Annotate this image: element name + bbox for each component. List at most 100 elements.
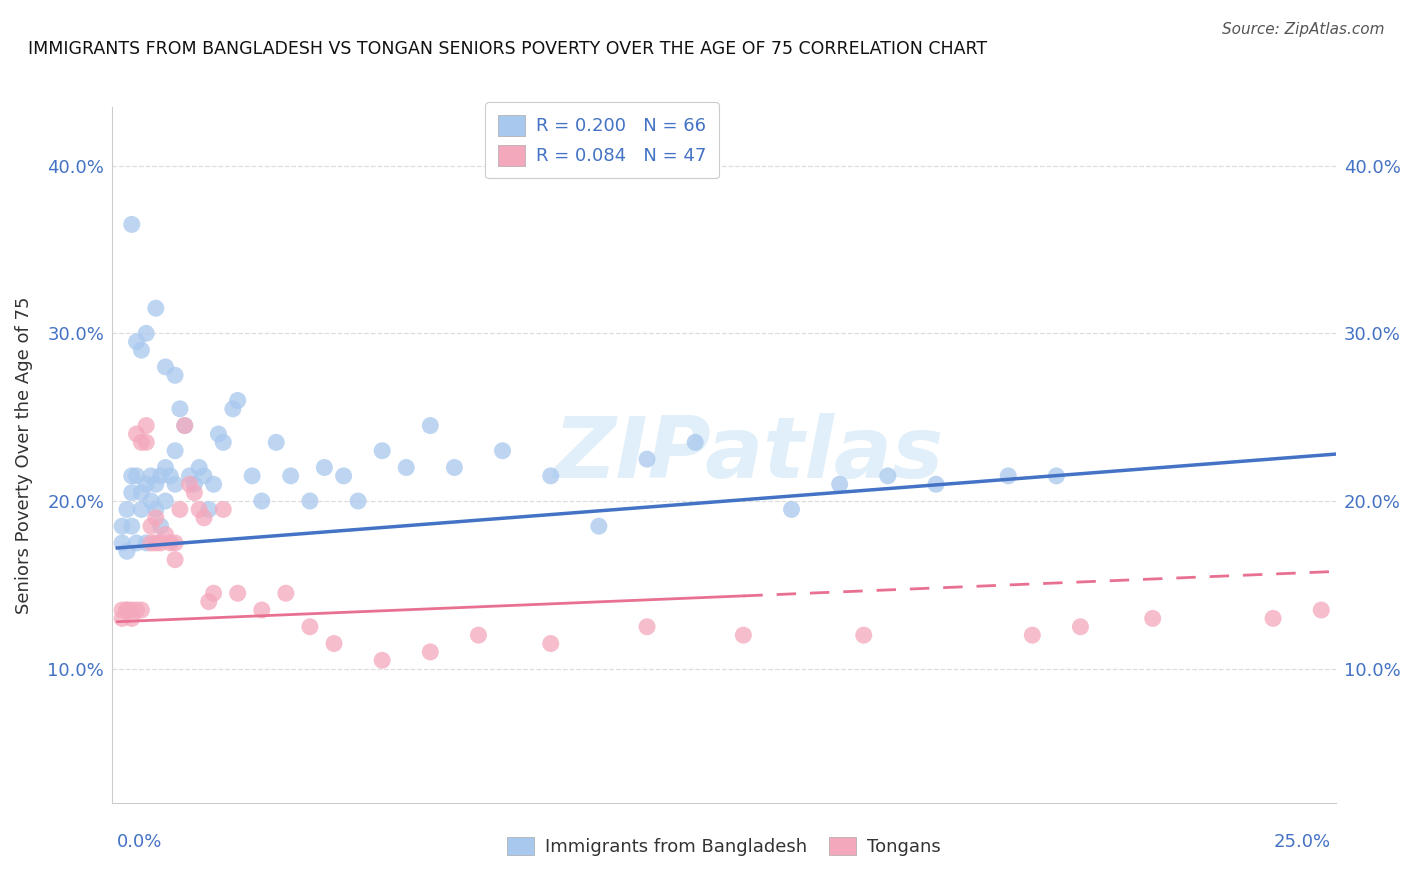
Point — [419, 418, 441, 433]
Point — [135, 418, 157, 433]
Point — [876, 468, 898, 483]
Point — [115, 603, 138, 617]
Point — [1021, 628, 1043, 642]
Point — [145, 477, 167, 491]
Text: 25.0%: 25.0% — [1274, 833, 1331, 851]
Point — [371, 653, 394, 667]
Point — [111, 611, 134, 625]
Y-axis label: Seniors Poverty Over the Age of 75: Seniors Poverty Over the Age of 75 — [15, 296, 34, 614]
Point — [165, 368, 187, 383]
Point — [925, 477, 948, 491]
Point — [540, 468, 562, 483]
Point — [173, 418, 195, 433]
Point — [188, 460, 211, 475]
Point — [111, 536, 134, 550]
Point — [139, 519, 162, 533]
Point — [193, 510, 215, 524]
Point — [1142, 611, 1164, 625]
Point — [332, 468, 354, 483]
Point — [139, 468, 162, 483]
Point — [250, 603, 273, 617]
Point — [135, 326, 157, 341]
Point — [347, 494, 370, 508]
Point — [183, 477, 205, 491]
Point — [131, 603, 153, 617]
Point — [179, 477, 201, 491]
Point — [371, 443, 394, 458]
Point — [1069, 620, 1091, 634]
Point — [683, 435, 706, 450]
Point — [145, 301, 167, 316]
Point — [155, 527, 177, 541]
Text: 0.0%: 0.0% — [117, 833, 163, 851]
Point — [115, 502, 138, 516]
Point — [193, 468, 215, 483]
Point — [165, 552, 187, 566]
Point — [852, 628, 875, 642]
Point — [111, 519, 134, 533]
Point — [207, 427, 229, 442]
Point — [135, 435, 157, 450]
Point — [131, 502, 153, 516]
Point — [997, 468, 1019, 483]
Point — [202, 586, 225, 600]
Point — [264, 435, 287, 450]
Text: ZIPatlas: ZIPatlas — [554, 413, 943, 497]
Point — [314, 460, 336, 475]
Point — [131, 343, 153, 358]
Point — [135, 536, 157, 550]
Point — [125, 334, 148, 349]
Point — [183, 485, 205, 500]
Point — [1310, 603, 1333, 617]
Point — [733, 628, 755, 642]
Point — [828, 477, 851, 491]
Point — [274, 586, 297, 600]
Point — [226, 393, 249, 408]
Point — [111, 603, 134, 617]
Point — [121, 611, 143, 625]
Point — [1045, 468, 1067, 483]
Point — [149, 519, 172, 533]
Point — [588, 519, 610, 533]
Point — [121, 603, 143, 617]
Point — [636, 452, 658, 467]
Point — [280, 468, 302, 483]
Point — [467, 628, 489, 642]
Point — [125, 536, 148, 550]
Point — [188, 502, 211, 516]
Point — [198, 502, 221, 516]
Point — [298, 494, 321, 508]
Point — [226, 586, 249, 600]
Point — [298, 620, 321, 634]
Point — [155, 494, 177, 508]
Point — [780, 502, 803, 516]
Point — [139, 536, 162, 550]
Point — [115, 603, 138, 617]
Point — [323, 636, 346, 650]
Text: Source: ZipAtlas.com: Source: ZipAtlas.com — [1222, 22, 1385, 37]
Point — [250, 494, 273, 508]
Point — [491, 443, 513, 458]
Point — [165, 536, 187, 550]
Point — [121, 519, 143, 533]
Point — [125, 427, 148, 442]
Point — [145, 510, 167, 524]
Point — [115, 544, 138, 558]
Point — [145, 536, 167, 550]
Point — [125, 603, 148, 617]
Point — [135, 477, 157, 491]
Point — [149, 536, 172, 550]
Point — [169, 502, 191, 516]
Point — [145, 502, 167, 516]
Point — [240, 468, 263, 483]
Point — [443, 460, 465, 475]
Point — [540, 636, 562, 650]
Point — [173, 418, 195, 433]
Text: IMMIGRANTS FROM BANGLADESH VS TONGAN SENIORS POVERTY OVER THE AGE OF 75 CORRELAT: IMMIGRANTS FROM BANGLADESH VS TONGAN SEN… — [28, 40, 987, 58]
Point — [212, 435, 235, 450]
Point — [131, 435, 153, 450]
Point — [419, 645, 441, 659]
Point — [155, 460, 177, 475]
Point — [212, 502, 235, 516]
Point — [222, 401, 245, 416]
